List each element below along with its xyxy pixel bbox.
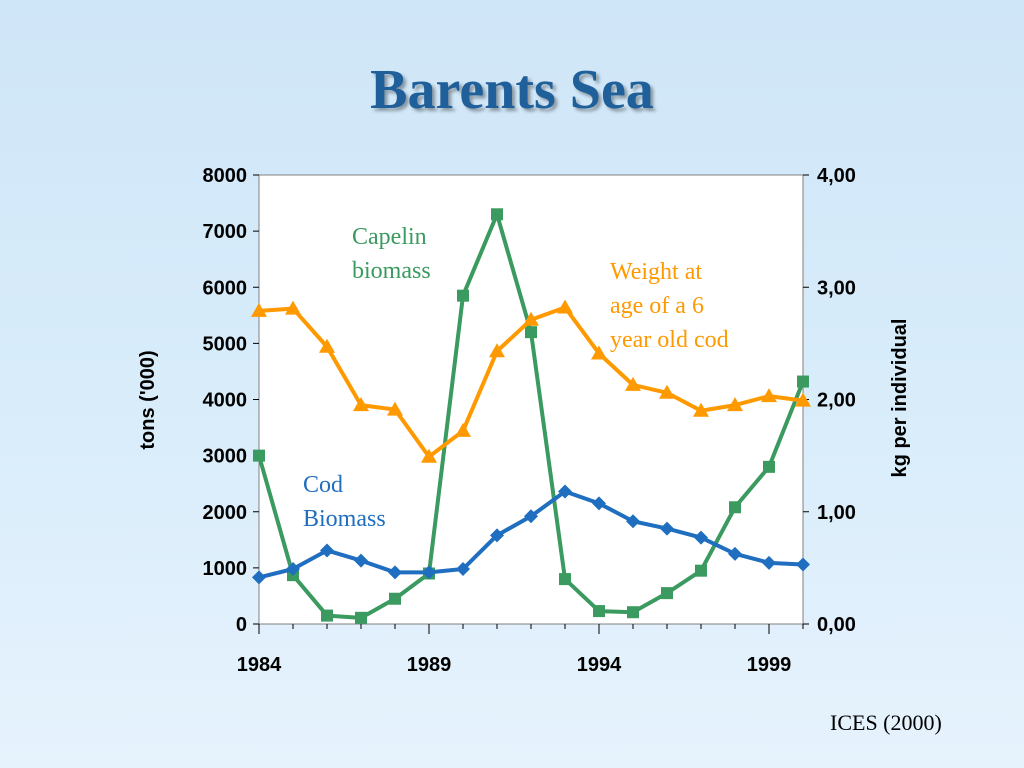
y-left-tick-label: 4000 — [203, 390, 248, 412]
cod-point — [762, 555, 776, 570]
weight-point — [727, 397, 743, 412]
x-tick-label: 1999 — [747, 654, 792, 676]
weight-point — [523, 311, 539, 326]
y-right-tick-label: 4,00 — [817, 165, 856, 187]
weight-point — [693, 402, 709, 417]
capelin-point — [729, 501, 741, 514]
capelin-point — [763, 460, 775, 473]
x-tick-label: 1984 — [237, 654, 282, 676]
y-right-tick-label: 0,00 — [817, 614, 856, 636]
capelin-point — [457, 289, 469, 302]
capelin-point — [695, 564, 707, 577]
weight-point — [455, 422, 471, 437]
capelin-point — [491, 208, 503, 221]
weight-point — [557, 299, 573, 314]
y-right-axis-title: kg per individual — [889, 319, 911, 478]
cod-point — [490, 528, 504, 543]
capelin-point — [627, 606, 639, 619]
weight-point — [319, 338, 335, 353]
cod-point — [286, 561, 300, 576]
y-left-tick-label: 8000 — [203, 165, 248, 187]
weight-point — [795, 392, 811, 407]
weight-point — [761, 388, 777, 403]
y-left-tick-label: 5000 — [203, 333, 248, 355]
cod-point — [796, 557, 810, 572]
cod-point — [456, 561, 470, 576]
y-left-tick-label: 1000 — [203, 558, 248, 580]
cod-point — [558, 484, 572, 499]
y-right-tick-label: 3,00 — [817, 277, 856, 299]
x-tick-label: 1994 — [577, 654, 622, 676]
capelin-point — [389, 592, 401, 605]
capelin-point — [253, 449, 265, 462]
cod-point — [252, 570, 266, 585]
cod-point — [524, 509, 538, 524]
y-left-tick-label: 7000 — [203, 221, 248, 243]
cod-point — [320, 543, 334, 558]
x-tick-label: 1989 — [407, 654, 452, 676]
capelin-point — [321, 609, 333, 622]
capelin-point — [661, 587, 673, 600]
weight-point — [421, 448, 437, 463]
weight-point — [285, 300, 301, 315]
cod-point — [592, 496, 606, 511]
capelin-point — [559, 573, 571, 586]
weight-point — [659, 384, 675, 399]
capelin-point — [797, 375, 809, 388]
capelin-point — [355, 611, 367, 624]
plot-area — [258, 174, 804, 625]
cod-point — [422, 565, 436, 580]
weight-point — [353, 397, 369, 412]
weight-point — [591, 345, 607, 360]
y-left-tick-label: 2000 — [203, 502, 248, 524]
cod-point — [660, 521, 674, 536]
capelin-label: Capelin — [352, 224, 427, 250]
weight-point — [387, 401, 403, 416]
cod-point — [388, 565, 402, 580]
y-right-tick-label: 1,00 — [817, 502, 856, 524]
y-left-axis-title: tons ('000) — [137, 350, 159, 449]
source-citation: ICES (2000) — [830, 710, 942, 735]
capelin-point — [525, 326, 537, 339]
cod-point — [626, 514, 640, 529]
y-left-tick-label: 3000 — [203, 446, 248, 468]
cod-label: Cod — [303, 472, 343, 498]
y-left-tick-label: 0 — [236, 614, 247, 636]
cod-label: Biomass — [303, 506, 386, 532]
cod-point — [728, 546, 742, 561]
cod-point — [354, 553, 368, 568]
weight-point — [489, 343, 505, 358]
capelin-label: biomass — [352, 258, 431, 284]
weight-point — [625, 376, 641, 391]
weight-label: Weight at — [610, 259, 702, 285]
weight-label: year old cod — [610, 327, 729, 353]
weight-point — [251, 302, 267, 317]
y-right-tick-label: 2,00 — [817, 390, 856, 412]
slide-title: Barents Sea — [370, 59, 654, 121]
cod-point — [694, 530, 708, 545]
y-left-tick-label: 6000 — [203, 277, 248, 299]
capelin-point — [593, 605, 605, 618]
weight-label: age of a 6 — [610, 293, 704, 319]
